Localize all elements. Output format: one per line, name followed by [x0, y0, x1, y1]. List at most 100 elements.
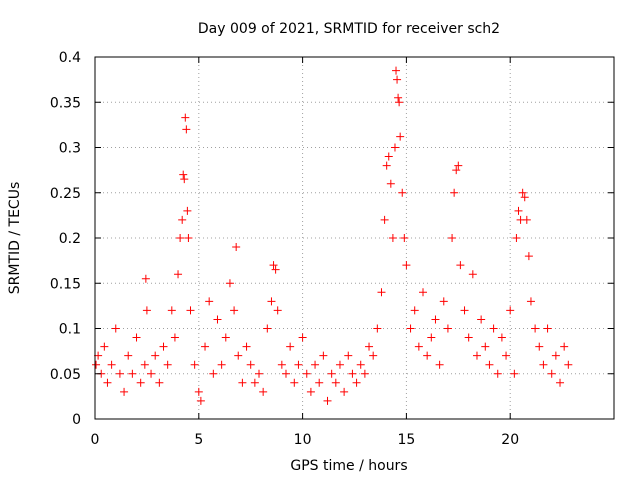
data-point [163, 360, 172, 369]
data-point [400, 234, 409, 242]
data-point [267, 297, 276, 306]
data-point [179, 170, 188, 179]
data-point [410, 306, 419, 315]
data-point [190, 360, 199, 369]
data-point [460, 306, 469, 315]
y-tick-label: 0.3 [59, 141, 81, 157]
data-point [201, 342, 210, 351]
data-point [560, 342, 569, 351]
data-point [520, 193, 529, 202]
data-point [392, 66, 401, 75]
data-point [327, 369, 336, 378]
data-point [377, 288, 386, 297]
data-point [196, 396, 205, 405]
data-point [107, 360, 116, 369]
data-point [535, 342, 544, 351]
data-point [111, 324, 120, 333]
data-point [142, 306, 151, 315]
x-tick-label: 5 [194, 432, 203, 448]
data-point [443, 324, 452, 333]
data-point [419, 288, 428, 297]
data-point [147, 369, 156, 378]
data-point [286, 342, 295, 351]
data-point [238, 378, 247, 387]
data-point [174, 270, 183, 279]
y-tick-label: 0 [72, 412, 81, 428]
data-point [273, 306, 282, 315]
data-point [396, 132, 405, 141]
data-point [103, 378, 112, 387]
data-point [477, 315, 486, 324]
data-point [356, 360, 365, 369]
data-point [323, 396, 332, 405]
data-point [522, 215, 531, 224]
chart-title: Day 009 of 2021, SRMTID for receiver sch… [198, 21, 500, 37]
data-point [230, 306, 239, 315]
data-point [512, 234, 521, 242]
data-point [151, 351, 160, 360]
data-points [92, 66, 573, 405]
data-point [178, 215, 187, 224]
data-point [290, 378, 299, 387]
data-point [141, 274, 150, 283]
data-point [514, 206, 523, 215]
data-point [393, 75, 402, 84]
data-point [319, 351, 328, 360]
data-point [464, 333, 473, 342]
data-point [115, 369, 124, 378]
data-point [427, 333, 436, 342]
data-point [380, 215, 389, 224]
data-point [335, 360, 344, 369]
data-point [182, 125, 191, 134]
data-point [452, 166, 461, 175]
data-point [213, 315, 222, 324]
data-point [315, 378, 324, 387]
data-point [431, 315, 440, 324]
data-point [360, 369, 369, 378]
data-point [132, 333, 141, 342]
data-point [269, 261, 278, 270]
data-point [402, 261, 411, 270]
data-point [450, 188, 459, 197]
data-point [170, 333, 179, 342]
data-point [255, 369, 264, 378]
data-point [124, 351, 133, 360]
data-point [120, 387, 129, 396]
y-tick-labels: 0 0.05 0.1 0.15 0.2 0.25 0.3 0.35 0.4 [50, 50, 81, 428]
data-point [435, 360, 444, 369]
data-point [136, 378, 145, 387]
data-point [518, 188, 527, 197]
data-point [167, 306, 176, 315]
data-point [234, 351, 243, 360]
data-point [221, 333, 230, 342]
data-point [564, 360, 573, 369]
data-point [406, 324, 415, 333]
data-point [454, 161, 463, 170]
data-point [543, 324, 552, 333]
y-tick-label: 0.25 [50, 186, 81, 202]
data-point [298, 333, 307, 342]
data-point [176, 234, 185, 242]
y-tick-label: 0.1 [59, 322, 81, 338]
data-point [524, 252, 533, 261]
y-tick-label: 0.15 [50, 276, 81, 292]
data-point [205, 297, 214, 306]
x-tick-label: 20 [501, 432, 519, 448]
data-point [140, 360, 149, 369]
data-point [526, 297, 535, 306]
data-point [281, 369, 290, 378]
data-point [340, 387, 349, 396]
data-point [181, 113, 190, 122]
data-point [180, 175, 189, 184]
data-point [369, 351, 378, 360]
data-point [506, 306, 515, 315]
data-point [386, 179, 395, 188]
y-tick-label: 0.35 [50, 95, 81, 111]
data-point [232, 243, 241, 252]
data-point [485, 360, 494, 369]
data-point [547, 369, 556, 378]
x-tick-label: 15 [397, 432, 415, 448]
x-axis-label: GPS time / hours [290, 458, 407, 474]
